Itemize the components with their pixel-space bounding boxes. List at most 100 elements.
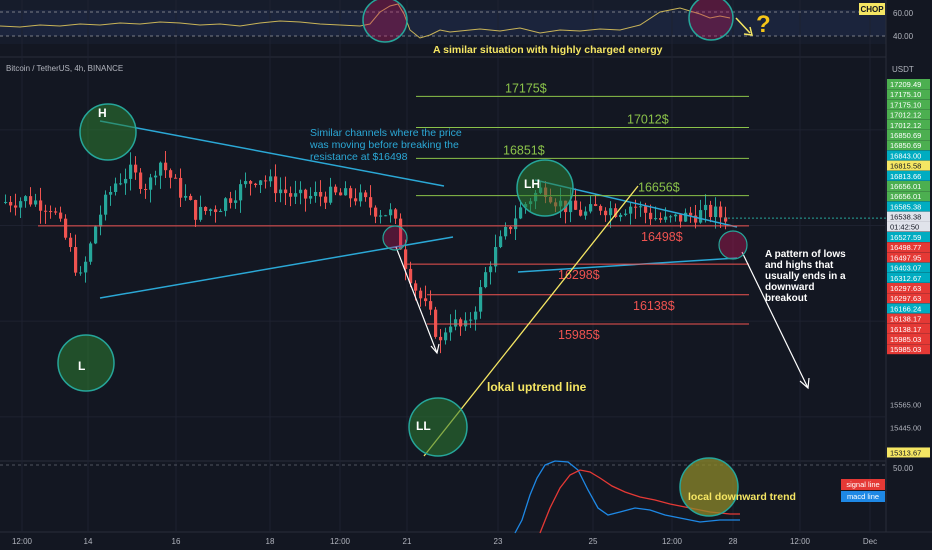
- candle-body: [159, 162, 163, 176]
- pivot-lower-low-label: LL: [416, 419, 431, 433]
- macd-level-label: 50.00: [893, 464, 914, 473]
- price-scale-label-bg: [887, 334, 930, 344]
- candle-body: [344, 188, 348, 196]
- price-scale-label: 16498.77: [890, 243, 921, 252]
- time-axis[interactable]: 12:00 14 16 18 12:00 21 23 25 12:00 28 12:00 Dec: [12, 537, 877, 546]
- candle-body: [134, 164, 138, 173]
- price-scale-label-bg: [887, 191, 930, 202]
- candle-body: [689, 212, 693, 216]
- resistance-level-label: 16138$: [633, 299, 675, 313]
- candle-body: [64, 218, 68, 238]
- pivot-lower-low: LL: [408, 397, 468, 457]
- price-scale-label-bg: [887, 160, 930, 171]
- candle-body: [654, 218, 658, 220]
- candle-body: [309, 195, 313, 199]
- candle-body: [369, 197, 373, 208]
- time-tick-label: 16: [172, 537, 181, 546]
- price-scale-label: 16843.00: [890, 151, 921, 160]
- candle-body: [289, 193, 293, 197]
- current-point-circle: [718, 230, 748, 260]
- chop-tag-label: CHOP: [860, 5, 884, 14]
- candle-body: [339, 192, 343, 196]
- support-level-label: 16851$: [503, 143, 545, 157]
- candle-body: [304, 189, 308, 199]
- candle-body: [424, 298, 428, 302]
- pivot-low: L: [57, 334, 115, 392]
- signal-line-tag: [841, 479, 885, 490]
- price-scale-label-bg: [887, 170, 930, 181]
- candle-body: [59, 212, 63, 219]
- candle-body: [214, 209, 218, 213]
- candle-body: [169, 170, 173, 178]
- chop-highlight-circle-2: [688, 0, 734, 41]
- candle-body: [39, 200, 43, 211]
- candle-body: [479, 287, 483, 312]
- candle-body: [254, 183, 258, 186]
- candle-body: [659, 218, 663, 220]
- candle-body: [174, 177, 178, 179]
- price-scale-label-bg: [887, 262, 930, 273]
- candle-body: [364, 192, 368, 198]
- candle-body: [194, 199, 198, 220]
- candle-body: [614, 208, 618, 218]
- candle-body: [294, 193, 298, 197]
- price-scale-label: 16850.69: [890, 131, 921, 140]
- candle-body: [724, 217, 728, 222]
- time-tick-label: 25: [589, 537, 598, 546]
- price-scale-label: 17209.49: [890, 80, 921, 89]
- chop-level-60: 60.00: [893, 9, 914, 18]
- candle-body: [434, 309, 438, 337]
- candle-body: [224, 198, 228, 211]
- resistance-level-label: 15985$: [558, 328, 600, 342]
- candle-body: [19, 201, 23, 208]
- pivot-lower-high-label: LH: [524, 177, 540, 191]
- time-tick-label: 28: [729, 537, 738, 546]
- price-scale[interactable]: 17209.4917175.1017175.1017012.1217012.12…: [887, 79, 930, 458]
- candle-body: [604, 210, 608, 216]
- chop-line: [0, 3, 731, 39]
- support-level-label: 16656$: [638, 181, 680, 195]
- price-scale-label: 16527.59: [890, 233, 921, 242]
- time-tick-label: 23: [494, 537, 503, 546]
- chop-panel[interactable]: ? A similar situation with highly charge…: [0, 0, 914, 56]
- candle-body: [629, 206, 633, 214]
- candle-body: [314, 191, 318, 196]
- time-tick-label: Dec: [863, 537, 877, 546]
- countdown-label: 01:42:50: [890, 223, 919, 232]
- breakout-arrow-head: [799, 377, 810, 390]
- candle-body: [4, 201, 8, 203]
- candle-body: [379, 215, 383, 217]
- price-scale-label-bg: [887, 323, 930, 334]
- candle-body: [399, 218, 403, 250]
- price-scale-label: 15445.00: [890, 423, 921, 432]
- price-scale-label: 16166.24: [890, 304, 921, 313]
- candle-body: [679, 214, 683, 222]
- price-scale-label: 16815.58: [890, 162, 921, 171]
- price-scale-label: 16850.69: [890, 141, 921, 150]
- support-level-label: 17012$: [627, 113, 669, 127]
- macd-panel[interactable]: local downward trend 50.00 signal line m…: [0, 457, 914, 534]
- chop-arrow-head: [743, 26, 753, 36]
- candle-body: [119, 183, 123, 185]
- candles[interactable]: [4, 150, 886, 354]
- candle-body: [709, 204, 713, 218]
- candle-body: [259, 180, 263, 186]
- candle-body: [449, 326, 453, 333]
- channels-annotation: Similar channels where the price was mov…: [309, 127, 462, 163]
- candle-body: [24, 196, 28, 202]
- candle-body: [634, 206, 638, 208]
- candle-body: [669, 216, 673, 218]
- candle-body: [619, 214, 623, 218]
- candle-body: [704, 204, 708, 211]
- price-scale-label: 16585.38: [890, 202, 921, 211]
- pattern-annotation-line-4: downward: [765, 282, 814, 293]
- candle-body: [14, 205, 18, 208]
- chop-level-40: 40.00: [893, 32, 914, 41]
- breakout-point-circle: [382, 225, 408, 251]
- candle-body: [279, 189, 283, 194]
- candle-body: [384, 215, 388, 217]
- price-scale-label-bg: [887, 109, 930, 120]
- candle-body: [129, 164, 133, 179]
- price-scale-label-bg: [887, 150, 930, 161]
- price-scale-label-bg: [887, 211, 930, 222]
